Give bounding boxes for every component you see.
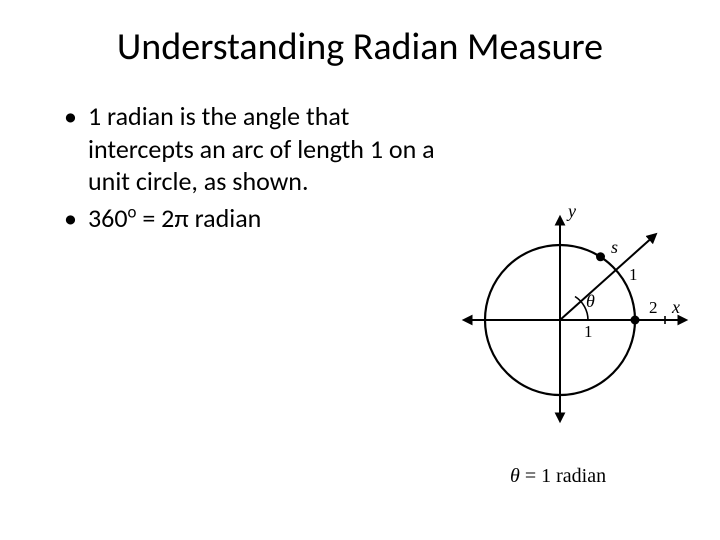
theta-label: θ — [586, 291, 595, 311]
bullet-2: 360o = 2π radian — [60, 202, 460, 235]
figure-caption: θ = 1 radian — [510, 465, 606, 488]
arc-1-label: 1 — [629, 265, 638, 284]
y-axis-label: y — [566, 201, 576, 221]
caption-theta: θ — [510, 465, 520, 487]
radius-1-label: 1 — [584, 322, 593, 341]
bullet-list: 1 radian is the angle that intercepts an… — [60, 100, 460, 234]
x-axis-label: x — [671, 297, 680, 317]
circle-svg: y x s 1 1 2 θ — [460, 200, 690, 460]
bullet-2-pre: 360 — [88, 202, 128, 234]
caption-eq: = 1 radian — [520, 465, 606, 487]
two-label: 2 — [649, 298, 658, 317]
bullet-2-post: = 2π radian — [136, 202, 261, 234]
arc-s-label: s — [611, 237, 618, 257]
bullet-1: 1 radian is the angle that intercepts an… — [60, 100, 460, 198]
page-title: Understanding Radian Measure — [0, 0, 720, 100]
unit-circle-figure: y x s 1 1 2 θ θ = 1 radian — [460, 200, 690, 480]
